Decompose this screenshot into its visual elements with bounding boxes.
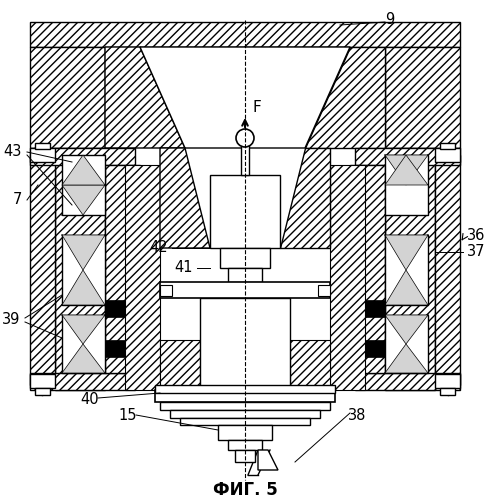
Text: 38: 38	[348, 408, 366, 422]
Bar	[385, 148, 435, 390]
Bar	[105, 165, 140, 373]
Bar	[30, 148, 135, 165]
Bar	[62, 155, 105, 215]
Polygon shape	[290, 340, 330, 390]
Bar	[228, 268, 262, 282]
Bar	[365, 340, 385, 357]
Bar	[55, 148, 105, 390]
Bar	[235, 450, 255, 462]
Bar	[105, 300, 125, 317]
Bar	[62, 315, 105, 373]
Text: 15: 15	[119, 408, 137, 422]
Bar	[350, 165, 385, 373]
Polygon shape	[385, 344, 428, 373]
Bar	[170, 410, 320, 418]
Polygon shape	[385, 315, 428, 344]
Polygon shape	[385, 155, 428, 185]
Bar	[30, 374, 55, 388]
Bar	[220, 248, 270, 268]
Polygon shape	[385, 155, 428, 185]
Bar	[30, 155, 55, 385]
Polygon shape	[258, 450, 278, 470]
Bar	[440, 143, 455, 149]
Bar	[125, 165, 160, 390]
Bar	[30, 22, 460, 47]
Polygon shape	[385, 235, 428, 270]
Bar	[435, 148, 460, 162]
Text: 42: 42	[149, 240, 168, 256]
Bar	[62, 235, 105, 305]
Bar	[435, 374, 460, 388]
Polygon shape	[62, 235, 105, 270]
Bar	[305, 47, 350, 100]
Bar	[155, 385, 335, 393]
Text: 41: 41	[174, 260, 193, 276]
Bar	[200, 298, 290, 390]
Polygon shape	[105, 47, 185, 148]
Polygon shape	[62, 270, 105, 305]
Bar	[228, 440, 262, 450]
Polygon shape	[160, 340, 200, 390]
Bar	[365, 300, 385, 317]
Bar	[35, 388, 50, 395]
Text: 43: 43	[3, 144, 22, 160]
Text: 37: 37	[467, 244, 486, 260]
Bar	[30, 47, 105, 148]
Bar	[30, 148, 55, 162]
Bar	[160, 402, 330, 410]
Polygon shape	[62, 185, 105, 215]
Polygon shape	[62, 315, 105, 344]
Bar	[385, 315, 428, 373]
Bar	[330, 165, 365, 390]
Polygon shape	[160, 148, 210, 248]
Polygon shape	[140, 47, 350, 148]
Text: F: F	[252, 100, 261, 116]
Text: 9: 9	[385, 12, 394, 28]
Polygon shape	[280, 148, 330, 248]
Bar	[160, 285, 172, 296]
Polygon shape	[62, 155, 105, 185]
Circle shape	[236, 129, 254, 147]
Bar	[185, 47, 305, 70]
Bar	[385, 235, 428, 305]
Bar	[218, 425, 272, 440]
Bar	[210, 175, 280, 248]
Bar	[30, 373, 135, 390]
Bar	[200, 70, 290, 100]
Bar	[140, 47, 185, 100]
Text: 36: 36	[467, 228, 486, 242]
Polygon shape	[305, 47, 385, 148]
Bar	[440, 388, 455, 395]
Bar	[105, 340, 125, 357]
Bar	[385, 47, 460, 148]
Polygon shape	[385, 270, 428, 305]
Bar	[35, 143, 50, 149]
Text: 7: 7	[13, 192, 22, 208]
Bar	[355, 148, 460, 165]
Bar	[355, 373, 460, 390]
Text: ФИГ. 5: ФИГ. 5	[213, 481, 277, 499]
Bar	[155, 390, 335, 402]
Bar	[385, 155, 428, 215]
Bar	[435, 155, 460, 385]
Text: 40: 40	[81, 392, 99, 407]
Polygon shape	[62, 344, 105, 373]
Bar	[180, 418, 310, 425]
Text: 39: 39	[1, 312, 20, 328]
Bar	[318, 285, 330, 296]
Bar	[241, 145, 249, 175]
Bar	[160, 282, 330, 298]
